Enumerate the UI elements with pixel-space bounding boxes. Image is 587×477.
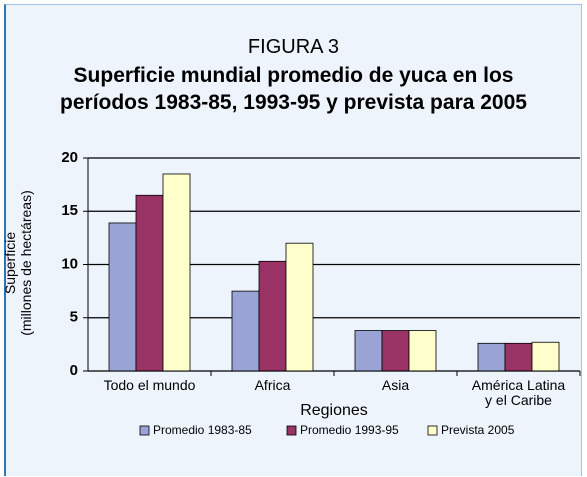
legend-label: Promedio 1993-95: [300, 423, 399, 437]
x-tick-label: América Latina y el Caribe: [471, 377, 566, 408]
chart-title: Superficie mundial promedio de yuca en l…: [60, 64, 527, 114]
bar: [504, 342, 533, 372]
bar: [408, 330, 437, 372]
bar: [162, 173, 191, 372]
legend-swatch: [286, 425, 297, 436]
figure-label: FIGURA 3: [247, 36, 340, 58]
bar: [135, 194, 164, 372]
x-tick-label: Asia: [381, 377, 410, 393]
x-tick-label: Africa: [254, 377, 291, 393]
y-tick-label: 10: [61, 255, 78, 272]
y-tick-label: 5: [70, 309, 78, 326]
bar: [108, 222, 137, 372]
bar: [231, 290, 260, 372]
bar: [381, 330, 410, 372]
bar: [354, 330, 383, 372]
bar: [285, 242, 314, 372]
x-tick-label: Todo el mundo: [103, 377, 196, 393]
legend-swatch: [427, 425, 438, 436]
legend-swatch: [139, 425, 150, 436]
legend-label: Prevista 2005: [441, 423, 515, 437]
figure-card: [4, 4, 582, 476]
x-axis-label: Regiones: [300, 402, 368, 419]
bar: [531, 341, 560, 372]
y-tick-label: 15: [61, 202, 78, 219]
bar: [258, 260, 287, 372]
y-tick-label: 20: [61, 149, 78, 166]
bar: [477, 342, 506, 372]
y-tick-label: 0: [70, 362, 78, 379]
legend-label: Promedio 1983-85: [153, 423, 252, 437]
